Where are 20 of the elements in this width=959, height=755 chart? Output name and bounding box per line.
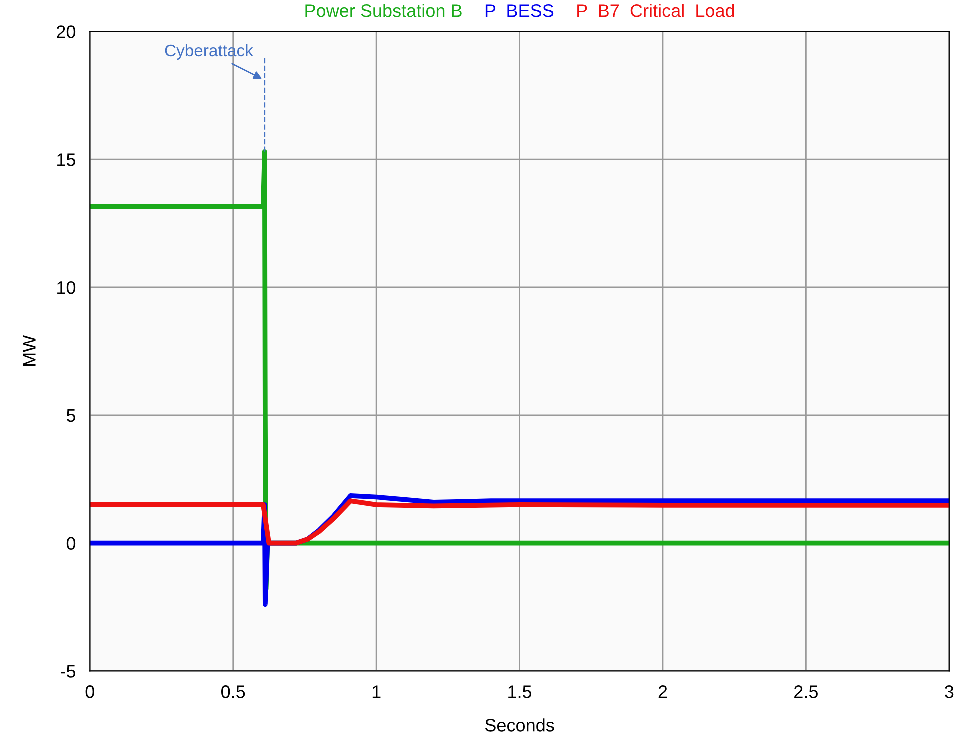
y-tick-label: 15: [58, 154, 76, 166]
text: Power Substation B: [306, 4, 462, 18]
annotation: Cyberattack: [165, 44, 254, 60]
y-tick-label: 5: [66, 410, 76, 422]
line-series: [90, 498, 950, 546]
x-axis-title: Seconds: [485, 718, 554, 732]
x-tick-label: 2.5: [794, 686, 818, 698]
y-axis-title: MW: [23, 335, 36, 366]
y-tick-label: 20: [57, 26, 76, 38]
y-tick-label: -5: [61, 665, 76, 678]
x-tick-label: 0: [86, 686, 94, 698]
y-tick-label: 10: [58, 281, 76, 294]
text: P B7 Critical Load: [578, 4, 734, 18]
x-tick-label: 1.5: [508, 686, 532, 698]
y-tick-label: 0: [66, 537, 76, 550]
text: P BESS: [486, 4, 554, 18]
x-tick-label: 3: [945, 686, 954, 698]
x-tick-label: 2: [658, 686, 668, 698]
x-tick-label: 1: [372, 686, 381, 698]
x-tick-label: 0.5: [222, 686, 246, 698]
